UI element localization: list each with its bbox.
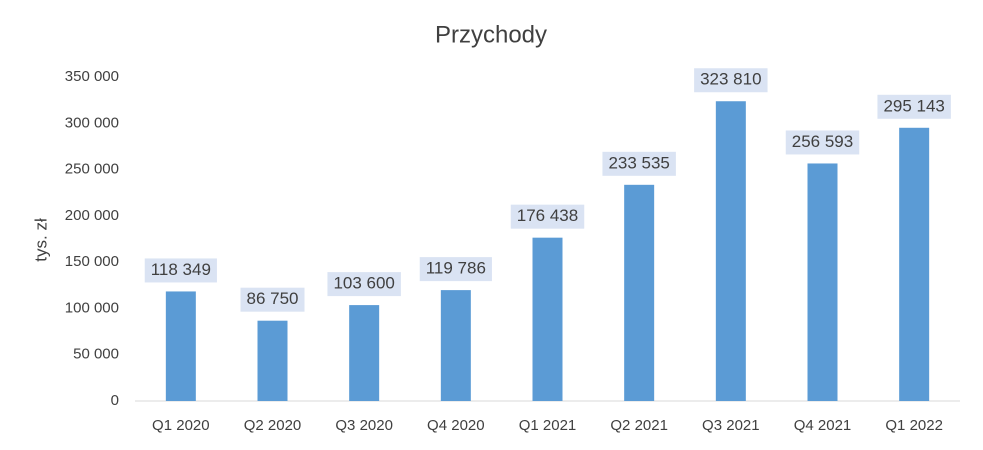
bar bbox=[349, 305, 380, 401]
x-tick-label: Q4 2020 bbox=[427, 417, 485, 434]
y-tick-label: 150 000 bbox=[65, 253, 119, 270]
bar bbox=[899, 127, 930, 401]
y-tick-label: 50 000 bbox=[73, 346, 119, 363]
x-tick-label: Q3 2021 bbox=[702, 417, 760, 434]
value-label: 118 349 bbox=[151, 260, 211, 279]
bar bbox=[532, 237, 563, 401]
value-label-box bbox=[327, 272, 401, 297]
y-tick-label: 250 000 bbox=[65, 161, 119, 178]
x-tick-label: Q1 2022 bbox=[885, 417, 943, 434]
value-label: 233 535 bbox=[608, 153, 669, 172]
y-axis-label: tys. zł bbox=[31, 218, 50, 262]
y-tick-label: 0 bbox=[111, 392, 119, 409]
y-tick-label: 200 000 bbox=[65, 207, 119, 224]
value-label-box bbox=[419, 257, 492, 282]
bar bbox=[257, 320, 288, 401]
x-tick-label: Q3 2020 bbox=[335, 417, 393, 434]
value-label-box bbox=[785, 130, 860, 155]
value-label: 103 600 bbox=[333, 274, 394, 293]
x-tick-label: Q2 2021 bbox=[610, 417, 668, 434]
value-label-box bbox=[144, 258, 217, 283]
value-label-box bbox=[602, 151, 676, 176]
value-label-box bbox=[510, 204, 585, 229]
bar bbox=[807, 163, 838, 401]
value-label: 295 143 bbox=[883, 96, 944, 115]
value-label: 256 593 bbox=[792, 132, 853, 151]
value-label: 323 810 bbox=[700, 70, 761, 89]
value-label-box bbox=[877, 94, 951, 119]
value-label-box bbox=[694, 68, 768, 93]
bar bbox=[165, 291, 196, 401]
x-tick-label: Q1 2020 bbox=[152, 417, 210, 434]
y-tick-label: 350 000 bbox=[65, 68, 119, 85]
y-tick-label: 100 000 bbox=[65, 299, 119, 316]
value-label: 176 438 bbox=[517, 206, 578, 225]
x-tick-label: Q1 2021 bbox=[519, 417, 577, 434]
value-label: 86 750 bbox=[247, 289, 299, 308]
x-tick-label: Q2 2020 bbox=[244, 417, 302, 434]
value-label: 119 786 bbox=[426, 259, 486, 278]
value-label-box bbox=[240, 287, 305, 312]
bar bbox=[440, 290, 471, 401]
bar bbox=[624, 184, 655, 401]
chart-title: Przychody bbox=[435, 21, 547, 48]
bar bbox=[715, 101, 746, 402]
x-tick-label: Q4 2021 bbox=[794, 417, 852, 434]
y-tick-label: 300 000 bbox=[65, 114, 119, 131]
